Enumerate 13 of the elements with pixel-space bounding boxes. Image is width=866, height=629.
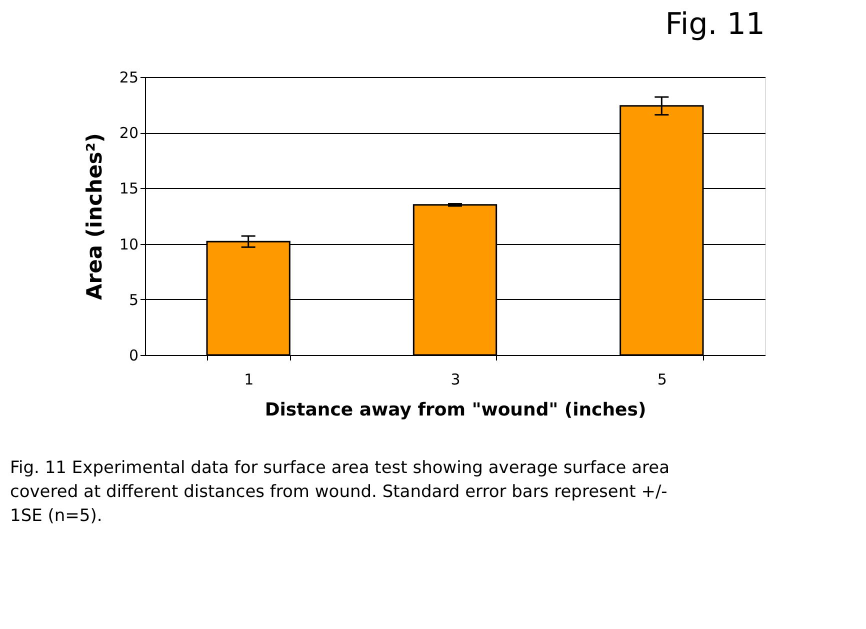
x-tick-label: 3 — [450, 370, 460, 388]
chart-title: Fig. 11 — [665, 7, 765, 42]
y-tick-label: 25 — [119, 68, 138, 86]
y-tick-label: 0 — [128, 346, 138, 364]
y-tick-label: 20 — [119, 124, 138, 142]
x-tick-label: 1 — [244, 370, 254, 388]
y-tick-label: 5 — [128, 290, 138, 309]
y-axis-title: Area (inches²) — [82, 132, 106, 300]
x-tick-label: 5 — [657, 370, 667, 388]
y-tick-label: 10 — [119, 235, 138, 254]
x-axis-title: Distance away from "wound" (inches) — [264, 400, 646, 420]
y-tick-label: 15 — [119, 180, 138, 198]
caption: Fig. 11 Experimental data for surface area test showing average surface area covered at different distances from wound. Standard error bars represent +/- 1SE (n=5). — [10, 458, 670, 526]
